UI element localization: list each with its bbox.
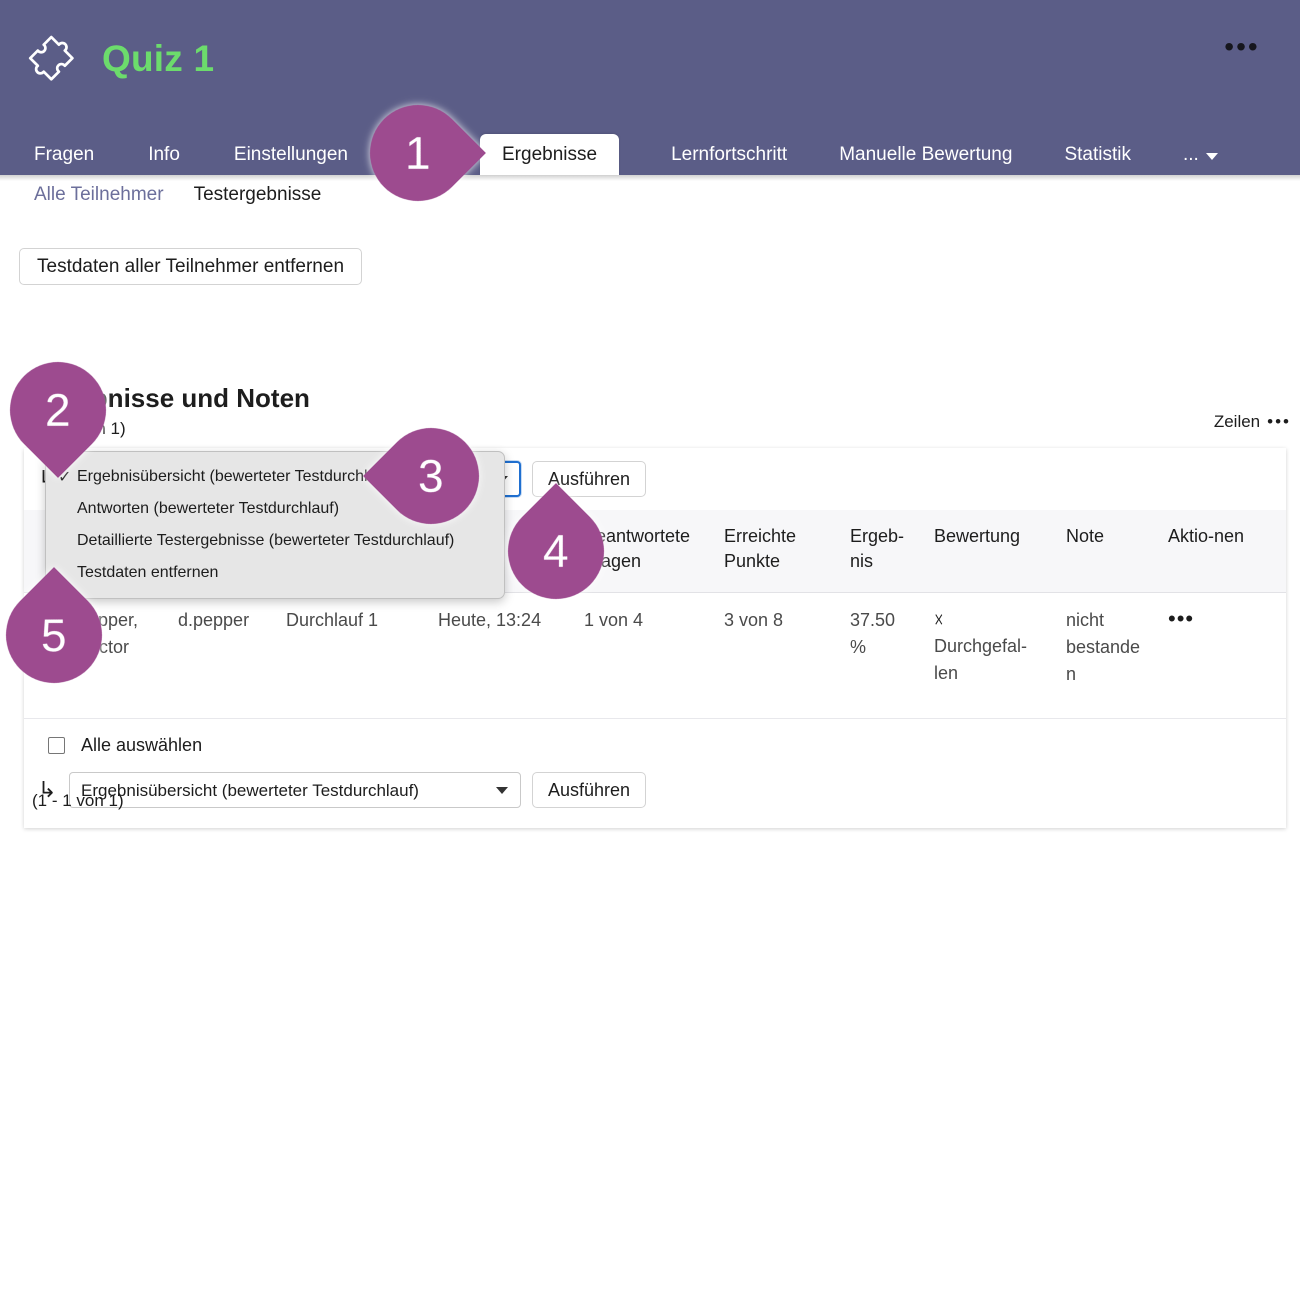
bottom-action-select[interactable]: Ergebnisübersicht (bewerteter Testdurchl… (69, 772, 521, 808)
callout-badge-3-number: 3 (418, 450, 444, 502)
table-row: Pepper, Doctor d.pepper Durchlauf 1 Heut… (24, 592, 1286, 719)
tab-ergebnisse[interactable]: Ergebnisse (480, 134, 620, 175)
arrow-into-icon-bottom: ↳ (38, 777, 57, 802)
header-shadow (0, 175, 1300, 181)
callout-badge-5-number: 5 (41, 609, 67, 661)
callout-badge-1-number: 1 (405, 127, 431, 179)
menu-item-detaillierte-testergebnisse[interactable]: Detaillierte Testergebnisse (bewerteter … (46, 525, 504, 557)
remove-all-testdata-button[interactable]: Testdaten aller Teilnehmer entfernen (19, 248, 363, 285)
rows-kebab-icon: ••• (1267, 412, 1291, 431)
bottom-action-bar: ↳ Ergebnisübersicht (bewerteter Testdurc… (24, 770, 1286, 828)
header-top-row: Quiz 1 ••• (0, 0, 1300, 118)
tab-more-menu[interactable]: ... (1183, 134, 1218, 175)
bottom-run-button[interactable]: Ausführen (532, 772, 647, 808)
results-section-header: Ergebnisse und Noten (1 - 1 von 1) (34, 382, 1284, 440)
col-aktionen: Aktio-nen (1158, 510, 1286, 593)
tab-info[interactable]: Info (148, 144, 180, 165)
subtab-testergebnisse[interactable]: Testergebnisse (193, 184, 322, 205)
chevron-down-icon (1205, 152, 1218, 160)
paging-info: (1 - 1 von 1) (32, 791, 124, 810)
select-all-label: Alle auswählen (81, 735, 203, 755)
menu-item-label: Ergebnisübersicht (bewerteter Testdurchl… (77, 468, 396, 485)
app-header: Quiz 1 ••• Fragen Info Einstellungen Erg… (0, 0, 1300, 175)
cell-aktionen: ••• (1158, 592, 1286, 719)
fail-icon: ☓ (934, 610, 944, 630)
rows-settings-control[interactable]: Zeilen ••• (1214, 412, 1291, 432)
tab-more-label: ... (1182, 143, 1199, 165)
col-beantwortete-fragen[interactable]: Beantwortete Fragen (574, 510, 714, 593)
callout-badge-2-number: 2 (45, 384, 71, 436)
cell-datum: Heute, 13:24 (428, 592, 574, 719)
subtab-alle-teilnehmer[interactable]: Alle Teilnehmer (34, 184, 164, 205)
cell-ergebnis: 37.50 % (840, 592, 924, 719)
select-all-row: Alle auswählen (24, 719, 1286, 770)
tab-statistik[interactable]: Statistik (1064, 144, 1131, 165)
rows-label: Zeilen (1213, 412, 1261, 431)
menu-item-label: Antworten (bewerteter Testdurchlauf) (77, 500, 340, 517)
row-actions-kebab-icon[interactable]: ••• (1168, 606, 1195, 631)
cell-username: d.pepper (168, 592, 276, 719)
page-title: Quiz 1 (102, 38, 215, 79)
section-title: Ergebnisse und Noten (34, 383, 310, 413)
tab-lernfortschritt[interactable]: Lernfortschritt (671, 144, 788, 165)
main-tabs: Fragen Info Einstellungen Ergebnisse Ler… (0, 118, 1300, 175)
cell-durchlauf: Durchlauf 1 (276, 592, 428, 719)
tab-einstellungen[interactable]: Einstellungen (233, 144, 348, 165)
col-bewertung[interactable]: Bewertung (924, 510, 1056, 593)
header-kebab-glyph: ••• (1224, 31, 1260, 62)
tab-manuelle-bewertung[interactable]: Manuelle Bewertung (839, 144, 1013, 165)
bottom-action-select-wrap: Ergebnisübersicht (bewerteter Testdurchl… (69, 772, 521, 808)
cell-beantwortete-fragen: 1 von 4 (574, 592, 714, 719)
select-all-checkbox[interactable] (48, 737, 65, 754)
cell-bewertung: ☓ Durchgefal-len (924, 592, 1056, 719)
menu-item-testdaten-entfernen[interactable]: Testdaten entfernen (46, 557, 504, 589)
section-count: (1 - 1 von 1) (34, 418, 1284, 440)
sub-tabs: Alle Teilnehmer Testergebnisse (34, 182, 321, 208)
col-note[interactable]: Note (1056, 510, 1158, 593)
tab-fragen[interactable]: Fragen (34, 144, 95, 165)
cell-erreichte-punkte: 3 von 8 (714, 592, 840, 719)
menu-item-label: Detaillierte Testergebnisse (bewerteter … (77, 532, 455, 549)
puzzle-piece-icon (26, 32, 80, 86)
menu-item-antworten[interactable]: Antworten (bewerteter Testdurchlauf) (46, 493, 504, 525)
cell-note: nicht bestanden (1056, 592, 1158, 719)
callout-badge-4-number: 4 (543, 525, 569, 577)
paging-wrap: (1 - 1 von 1) (0, 790, 400, 814)
col-erreichte-punkte[interactable]: Erreichte Punkte (714, 510, 840, 593)
header-options-kebab-icon[interactable]: ••• (1218, 30, 1266, 64)
col-ergebnis[interactable]: Ergeb-nis (840, 510, 924, 593)
cell-bewertung-label: Durchgefal-len (934, 636, 1028, 683)
menu-item-label: Testdaten entfernen (77, 564, 219, 581)
